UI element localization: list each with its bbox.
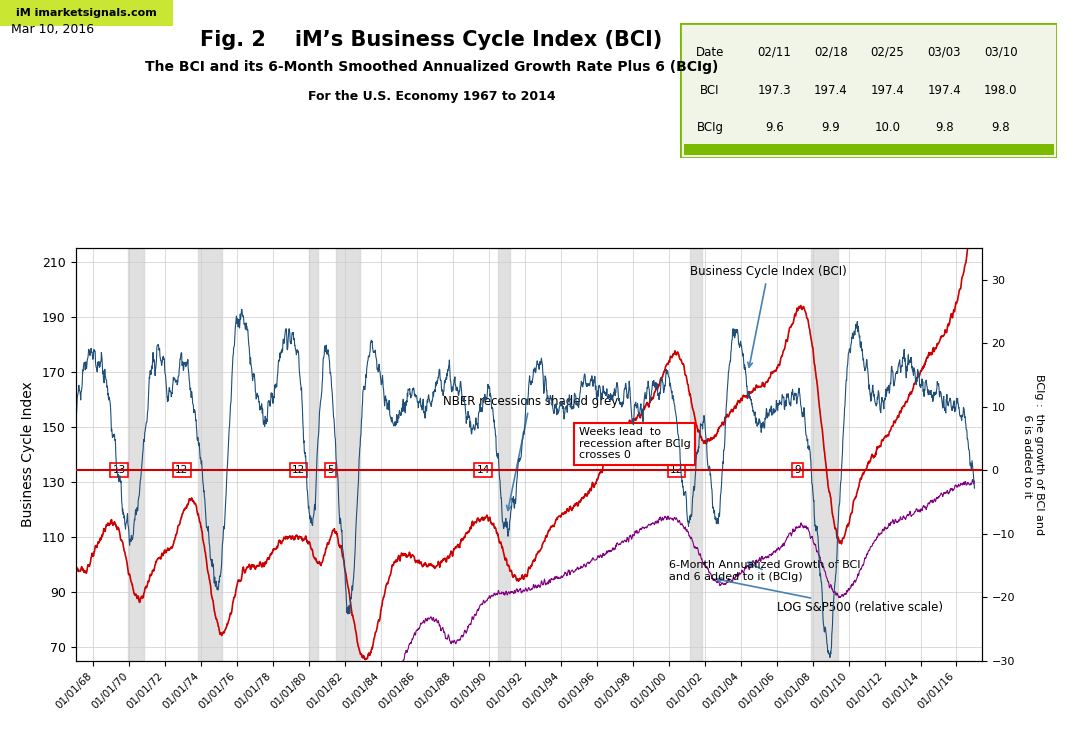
Bar — [689, 248, 701, 661]
Text: 02/11: 02/11 — [757, 46, 791, 59]
Text: 02/18: 02/18 — [814, 46, 848, 59]
FancyBboxPatch shape — [0, 0, 181, 28]
Text: BCIg: BCIg — [696, 122, 724, 134]
Text: 13: 13 — [112, 465, 125, 475]
Text: 9: 9 — [794, 465, 801, 475]
Text: 03/10: 03/10 — [984, 46, 1017, 59]
Text: 9.6: 9.6 — [765, 122, 783, 134]
Bar — [310, 248, 318, 661]
Text: Mar 10, 2016: Mar 10, 2016 — [11, 23, 94, 35]
Bar — [128, 248, 145, 661]
Y-axis label: Business Cycle Index: Business Cycle Index — [21, 382, 35, 527]
Bar — [199, 248, 222, 661]
Text: 14: 14 — [477, 465, 490, 475]
Text: 02/25: 02/25 — [871, 46, 904, 59]
Text: 5: 5 — [327, 465, 333, 475]
Text: 10.0: 10.0 — [874, 122, 901, 134]
FancyBboxPatch shape — [680, 23, 1057, 158]
Bar — [811, 248, 838, 661]
Text: 9.8: 9.8 — [992, 122, 1010, 134]
Text: 12: 12 — [175, 465, 189, 475]
Text: 12: 12 — [292, 465, 305, 475]
Text: LOG S&P500 (relative scale): LOG S&P500 (relative scale) — [716, 578, 943, 614]
Bar — [337, 248, 360, 661]
Text: Fig. 2    iM’s Business Cycle Index (BCI): Fig. 2 iM’s Business Cycle Index (BCI) — [201, 30, 663, 50]
Text: Business Cycle Index (BCI): Business Cycle Index (BCI) — [689, 265, 846, 367]
Text: 6-Month Annualized Growth of BCI
and 6 added to it (BCIg): 6-Month Annualized Growth of BCI and 6 a… — [669, 560, 860, 581]
Text: 9.8: 9.8 — [934, 122, 954, 134]
Text: For the U.S. Economy 1967 to 2014: For the U.S. Economy 1967 to 2014 — [308, 90, 556, 103]
Text: Date: Date — [696, 46, 724, 59]
Text: 197.4: 197.4 — [871, 83, 904, 97]
Bar — [497, 248, 510, 661]
Text: 197.3: 197.3 — [757, 83, 791, 97]
Text: BCI: BCI — [700, 83, 720, 97]
Text: The BCI and its 6-Month Smoothed Annualized Growth Rate Plus 6 (BCIg): The BCI and its 6-Month Smoothed Annuali… — [145, 60, 719, 74]
Y-axis label: BCIg :  the growth of BCI and
 6 is added to it: BCIg : the growth of BCI and 6 is added … — [1022, 374, 1043, 535]
Text: Weeks lead  to
recession after BCIg
crosses 0: Weeks lead to recession after BCIg cross… — [579, 427, 691, 460]
Text: 197.4: 197.4 — [814, 83, 848, 97]
Text: 03/03: 03/03 — [927, 46, 961, 59]
Text: 197.4: 197.4 — [927, 83, 961, 97]
Text: NBER recessions shaded grey: NBER recessions shaded grey — [442, 395, 618, 511]
FancyBboxPatch shape — [684, 144, 1054, 155]
Text: 198.0: 198.0 — [984, 83, 1017, 97]
Text: 9.9: 9.9 — [821, 122, 841, 134]
Text: 12: 12 — [670, 465, 683, 475]
Text: iM imarketsignals.com: iM imarketsignals.com — [16, 8, 156, 18]
